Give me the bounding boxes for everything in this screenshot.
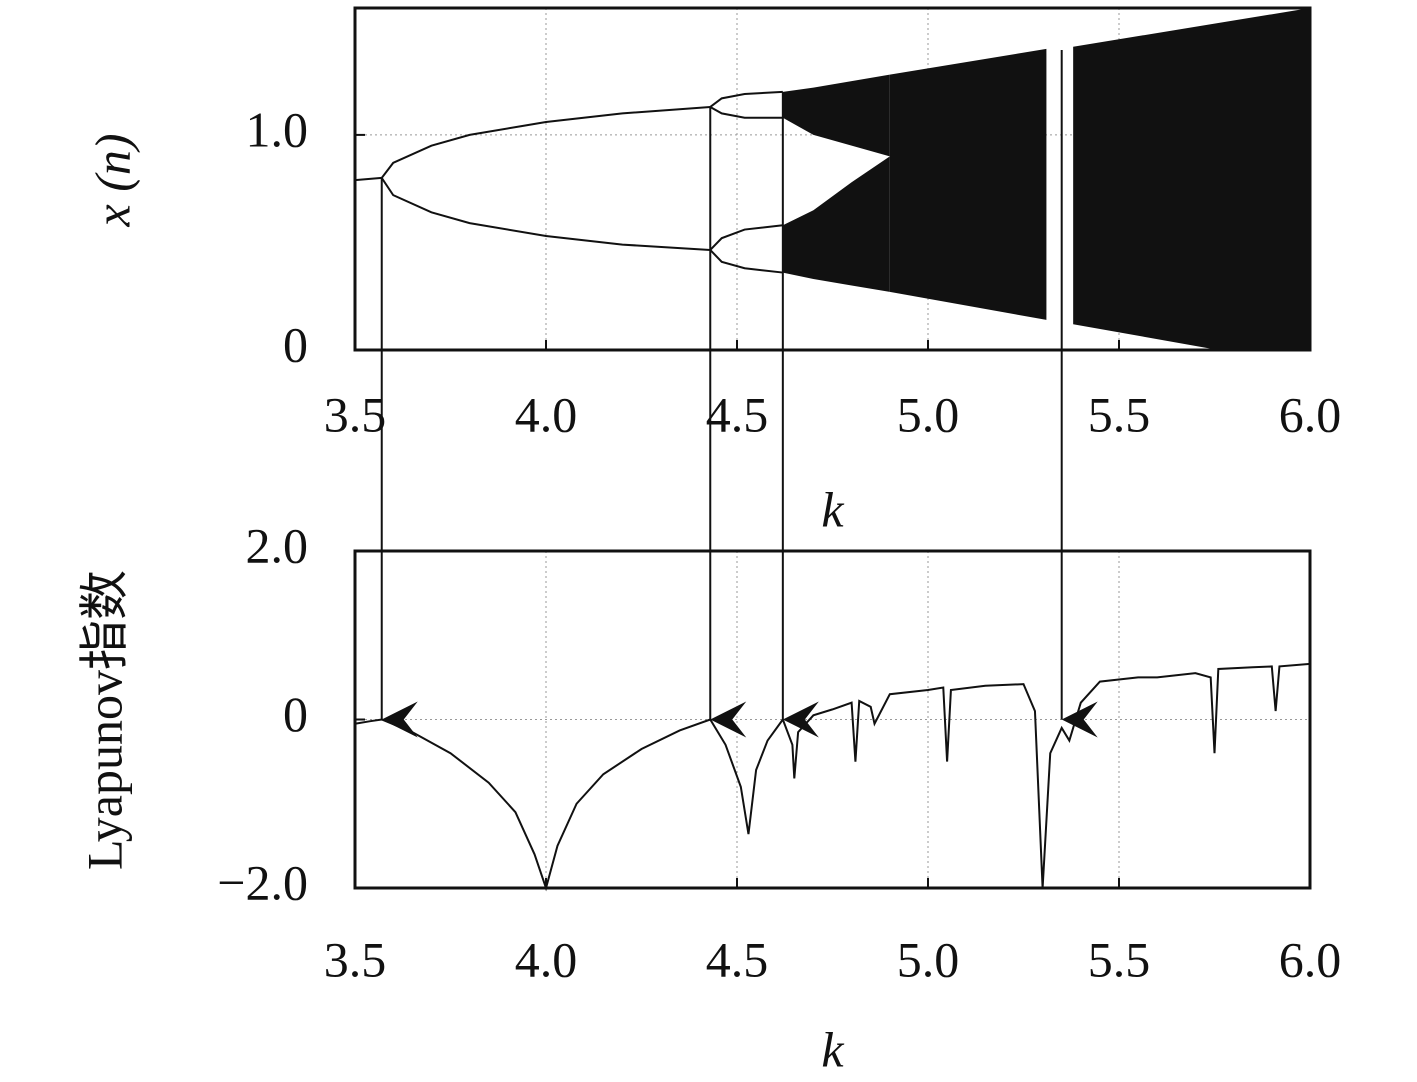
x-axis-title: k (821, 481, 844, 537)
x-tick-label: 6.0 (1279, 386, 1342, 442)
y-tick-label: 1.0 (246, 101, 309, 157)
y-tick-label: −2.0 (217, 854, 308, 910)
x-tick-label: 5.0 (897, 386, 960, 442)
branch (709, 106, 783, 119)
plot-frame (353, 549, 1312, 890)
x-tick-label: 5.5 (1088, 931, 1151, 987)
chaos-band (889, 48, 1047, 320)
x-tick-label: 3.5 (324, 931, 387, 987)
y-tick-label: 0 (283, 316, 308, 372)
y-tick-label: 2.0 (246, 517, 309, 573)
branch (709, 224, 783, 251)
x-tick-label: 4.5 (706, 386, 769, 442)
x-tick-label: 4.5 (706, 931, 769, 987)
branch (380, 105, 711, 179)
x-tick-label: 5.5 (1088, 386, 1151, 442)
lyapunov-line (354, 662, 1311, 892)
y-tick-label: 0 (283, 686, 308, 742)
x-tick-label: 4.0 (515, 931, 578, 987)
chaos-band (782, 74, 890, 157)
x-tick-label: 4.0 (515, 386, 578, 442)
y-axis-title: Lyapunov指数 (76, 570, 132, 870)
chaos-band (1073, 8, 1310, 350)
y-axis-title: x (n) (84, 134, 140, 228)
plot-frame (353, 6, 1312, 352)
branch (709, 90, 783, 108)
branch (380, 177, 711, 251)
x-tick-label: 5.0 (897, 931, 960, 987)
chaos-band (782, 156, 890, 292)
branch (354, 176, 382, 182)
x-axis-title: k (821, 1021, 844, 1077)
branch (709, 249, 783, 274)
x-tick-label: 3.5 (324, 386, 387, 442)
x-tick-label: 6.0 (1279, 931, 1342, 987)
